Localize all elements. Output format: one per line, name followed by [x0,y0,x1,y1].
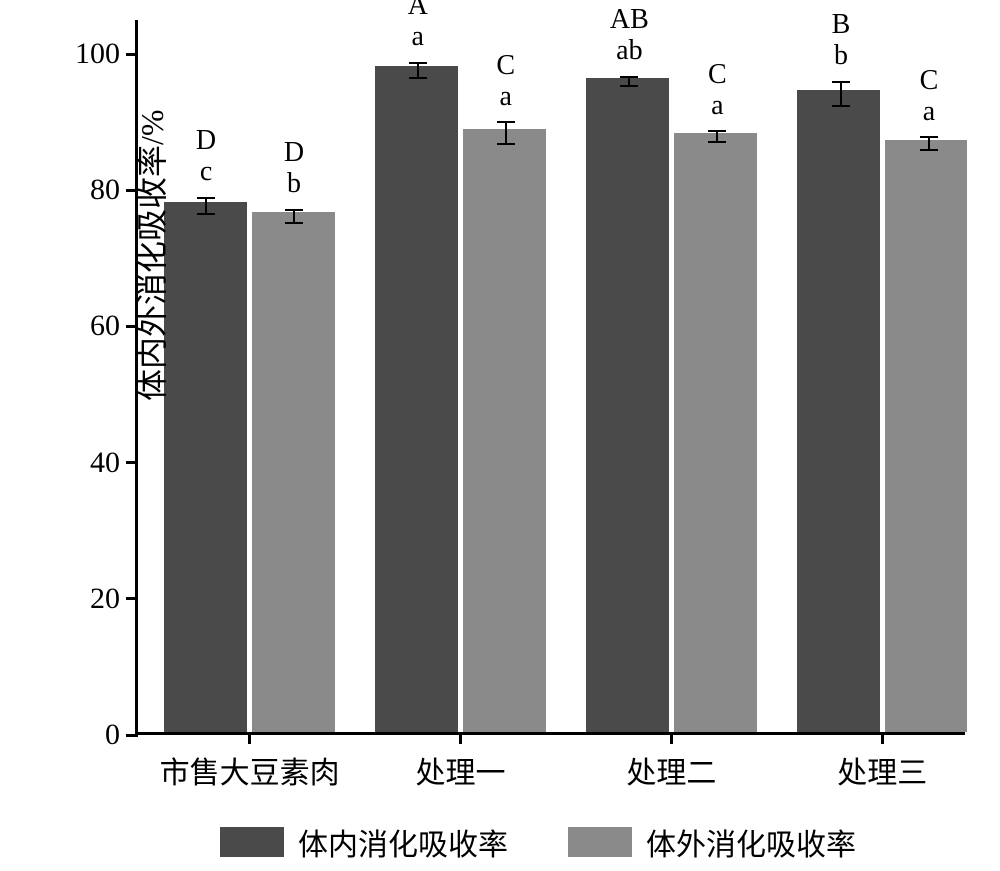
significance-lower: a [708,91,727,122]
error-bar-cap [197,213,215,215]
significance-label: Ca [496,51,515,113]
x-tick-label: 处理二 [626,744,716,792]
legend-label: 体内消化吸收率 [298,820,508,864]
bar [674,133,757,732]
significance-label: Aa [408,0,428,53]
significance-upper: C [708,60,727,91]
error-bar-stem [417,62,419,77]
y-tick: 40 [90,446,138,480]
significance-label: Bb [832,10,851,72]
significance-lower: a [496,82,515,113]
legend-item: 体外消化吸收率 [568,820,856,864]
y-tick-label: 40 [90,446,126,480]
error-bar-cap [197,197,215,199]
bar [375,66,458,732]
bar [885,140,968,732]
significance-label: ABab [610,5,649,67]
error-bar-cap [285,209,303,211]
error-bar-cap [708,130,726,132]
significance-lower: a [920,97,939,128]
y-tick-mark [126,734,138,737]
significance-lower: a [408,22,428,53]
significance-lower: b [284,169,304,200]
error-bar-cap [620,76,638,78]
bar [252,212,335,732]
significance-upper: AB [610,5,649,36]
x-tick-mark [459,732,462,744]
x-tick-label: 处理三 [837,744,927,792]
x-tick-mark [248,732,251,744]
error-bar-cap [497,121,515,123]
legend-swatch [220,827,284,857]
significance-upper: B [832,10,851,41]
plot-area: 020406080100市售大豆素肉处理一处理二处理三DcDbAaCaABabC… [135,20,965,735]
error-bar-stem [840,81,842,106]
y-tick-label: 100 [75,37,126,71]
error-bar-cap [920,136,938,138]
error-bar-stem [293,209,295,223]
legend-swatch [568,827,632,857]
bar [586,78,669,732]
error-bar-cap [409,62,427,64]
x-tick-mark [670,732,673,744]
significance-lower: ab [610,36,649,67]
x-tick-label: 处理一 [416,744,506,792]
significance-label: Db [284,138,304,200]
significance-upper: C [920,66,939,97]
x-tick: 处理一 [416,732,506,792]
legend: 体内消化吸收率 体外消化吸收率 [220,820,856,864]
y-tick-label: 0 [105,718,126,752]
chart-container: 020406080100市售大豆素肉处理一处理二处理三DcDbAaCaABabC… [0,0,1000,871]
y-tick: 100 [75,37,138,71]
y-tick-mark [126,53,138,56]
significance-lower: c [196,157,216,188]
bar [164,202,247,732]
significance-upper: D [196,126,216,157]
x-tick: 市售大豆素肉 [160,732,340,792]
error-bar-cap [920,149,938,151]
error-bar-cap [409,77,427,79]
significance-lower: b [832,41,851,72]
error-bar-stem [205,197,207,213]
legend-label: 体外消化吸收率 [646,820,856,864]
legend-item: 体内消化吸收率 [220,820,508,864]
x-tick-mark [881,732,884,744]
significance-upper: A [408,0,428,22]
error-bar-cap [832,81,850,83]
error-bar-stem [505,121,507,143]
error-bar-cap [285,222,303,224]
significance-label: Ca [708,60,727,122]
significance-upper: D [284,138,304,169]
y-tick-label: 80 [90,173,126,207]
bar [463,129,546,732]
significance-upper: C [496,51,515,82]
error-bar-cap [497,143,515,145]
y-tick: 20 [90,582,138,616]
bar [797,90,880,732]
y-tick: 0 [105,718,138,752]
error-bar-cap [832,105,850,107]
error-bar-cap [620,85,638,87]
x-tick: 处理二 [626,732,716,792]
y-tick-label: 20 [90,582,126,616]
y-tick-mark [126,461,138,464]
error-bar-cap [708,141,726,143]
x-tick-label: 市售大豆素肉 [160,744,340,792]
significance-label: Ca [920,66,939,128]
y-axis-label: 体内外消化吸收率/% [127,109,173,401]
y-tick-label: 60 [90,309,126,343]
x-tick: 处理三 [837,732,927,792]
significance-label: Dc [196,126,216,188]
y-tick-mark [126,597,138,600]
